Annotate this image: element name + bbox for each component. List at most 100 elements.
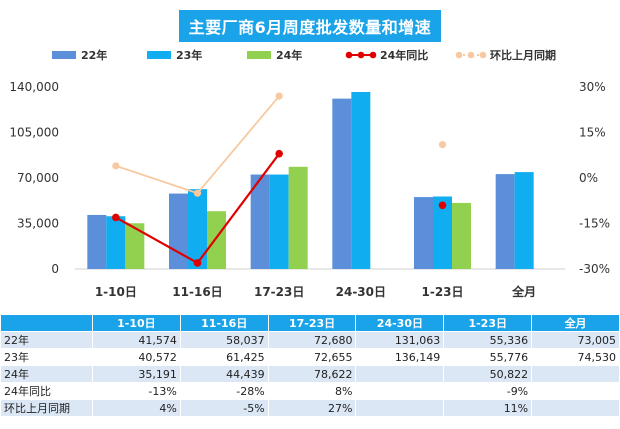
table-row: 环比上月同期 4% -5% 27% 11% [0, 399, 620, 417]
bar-23年 [188, 189, 207, 269]
chart-title: 主要厂商6月周度批发数量和增速 [178, 10, 442, 42]
table-cell: 55,336 [443, 331, 533, 349]
x-tick-label: 全月 [511, 284, 536, 299]
bar-24年 [207, 211, 226, 269]
y-right-tick-label: 0% [579, 171, 598, 185]
table-cell [531, 399, 620, 417]
y-left-tick-label: 140,000 [9, 80, 59, 94]
table-cell: -28% [179, 382, 269, 400]
table-header-cell: 11-16日 [179, 314, 269, 332]
x-tick-label: 1-10日 [95, 285, 137, 299]
table-cell: 61,425 [179, 348, 269, 366]
table-cell: 8% [267, 382, 357, 400]
table-cell: 35,191 [92, 365, 181, 383]
table-cell: -9% [443, 382, 533, 400]
table-header-cell: 1-23日 [443, 314, 533, 332]
legend: 22年 23年 24年 24年同比 环比上月同期 [52, 48, 556, 62]
table-row: 23年 40,572 61,425 72,655 136,149 55,776 74,530 [0, 348, 620, 366]
bar-22年 [495, 174, 515, 269]
legend-marker [467, 51, 475, 59]
legend-label: 24年同比 [380, 48, 428, 62]
table-cell: 131,063 [355, 331, 445, 349]
table-row-label: 24年同比 [0, 382, 93, 400]
table-header-cell: 24-30日 [355, 314, 445, 332]
point-环比上月同期 [438, 141, 447, 149]
bar-23年 [106, 216, 126, 269]
table-body: 22年 41,574 58,037 72,680 131,063 55,336 73,005… [0, 331, 620, 417]
y-left-tick-label: 70,000 [17, 171, 59, 185]
x-tick-label: 17-23日 [254, 285, 304, 299]
bar-22年 [87, 214, 107, 269]
y-axis-left: 0 35,000 70,000 105,000 140,000 [9, 80, 59, 276]
y-left-tick-label: 105,000 [9, 126, 59, 140]
y-right-tick-label: 30% [579, 80, 606, 94]
point-24年同比 [112, 213, 120, 222]
y-left-tick-label: 35,000 [17, 217, 59, 231]
legend-marker [345, 51, 353, 59]
legend-swatch [247, 51, 271, 59]
bar-22年 [250, 174, 270, 269]
bar-22年 [169, 193, 188, 269]
x-tick-label: 11-16日 [172, 285, 222, 299]
point-24年同比 [275, 149, 283, 158]
table-header-row: 1-10日 11-16日 17-23日 24-30日 1-23日 全月 [0, 314, 620, 332]
bar-22年 [332, 98, 352, 269]
point-环比上月同期 [193, 189, 202, 197]
table-cell: 73,005 [531, 331, 620, 349]
table-cell: 41,574 [92, 331, 181, 349]
table-cell [355, 399, 445, 417]
table-row-label: 环比上月同期 [0, 399, 93, 417]
title-container: 主要厂商6月周度批发数量和增速 [0, 10, 620, 42]
table-cell: 72,680 [267, 331, 357, 349]
table-cell: -13% [92, 382, 181, 400]
bar-23年 [514, 172, 534, 269]
legend-marker [369, 51, 377, 59]
x-tick-label: 24-30日 [336, 285, 386, 299]
y-right-tick-label: -30% [579, 262, 610, 276]
table-header-cell: 17-23日 [267, 314, 357, 332]
bar-23年 [269, 174, 289, 269]
legend-marker [455, 51, 463, 59]
table-cell: 78,622 [267, 365, 357, 383]
table-header-cell: 全月 [531, 314, 620, 332]
bar-23年 [351, 92, 371, 269]
bar-24年 [125, 223, 145, 269]
bar-22年 [414, 197, 433, 269]
y-axis-right: -30% -15% 0% 15% 30% [579, 80, 610, 276]
table-row-label: 24年 [0, 365, 93, 383]
table-row-label: 23年 [0, 348, 93, 366]
point-环比上月同期 [275, 92, 283, 100]
table-cell: 136,149 [355, 348, 445, 366]
table-cell: 55,776 [443, 348, 533, 366]
bar-24年 [452, 202, 471, 269]
chart: 22年 23年 24年 24年同比 环比上月同期 0 35,000 70,000 105,00… [9, 48, 610, 299]
legend-marker [357, 51, 365, 59]
y-right-tick-label: -15% [579, 217, 610, 231]
lines [112, 92, 447, 267]
y-right-tick-label: 15% [579, 126, 606, 140]
y-left-tick-label: 0 [51, 262, 59, 276]
point-24年同比 [438, 201, 447, 210]
table-cell [355, 382, 445, 400]
table-cell: 4% [92, 399, 181, 417]
table-cell: 72,655 [267, 348, 357, 366]
table-header-cell: 1-10日 [92, 314, 181, 332]
legend-swatch [147, 51, 171, 59]
legend-label: 24年 [276, 48, 302, 62]
table-cell: 44,439 [179, 365, 269, 383]
bar-23年 [433, 196, 452, 269]
legend-marker [479, 51, 487, 59]
table-cell [531, 382, 620, 400]
bars [87, 92, 534, 269]
table-row-label: 22年 [0, 331, 93, 349]
table-cell: 11% [443, 399, 533, 417]
table-cell: 50,822 [443, 365, 533, 383]
table-row: 24年同比 -13% -28% 8% -9% [0, 382, 620, 400]
table-cell [531, 365, 620, 383]
legend-swatch [52, 51, 76, 59]
point-环比上月同期 [112, 162, 120, 170]
data-table: 1-10日 11-16日 17-23日 24-30日 1-23日 全月 22年 41,574… [0, 314, 620, 417]
table-cell: 27% [267, 399, 357, 417]
table-cell: 40,572 [92, 348, 181, 366]
x-tick-label: 1-23日 [421, 285, 463, 299]
